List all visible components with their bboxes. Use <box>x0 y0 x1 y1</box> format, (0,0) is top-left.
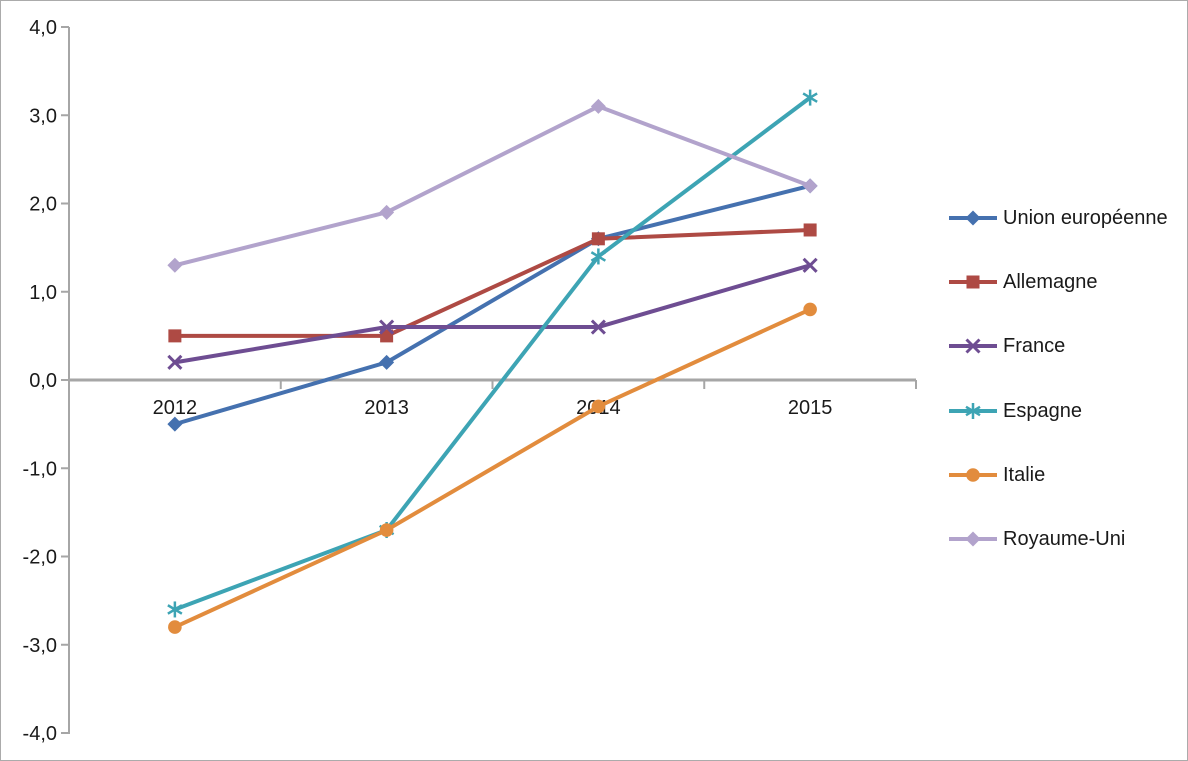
data-point <box>379 204 395 220</box>
data-point <box>379 354 395 370</box>
data-point <box>803 302 817 317</box>
series-5 <box>167 98 818 273</box>
data-point <box>167 257 183 273</box>
data-point <box>591 232 605 246</box>
data-point <box>590 248 607 265</box>
y-axis-label: 4,0 <box>29 17 57 39</box>
y-axis-label: -2,0 <box>23 547 57 569</box>
data-point <box>802 257 818 273</box>
x-axis-label: 2013 <box>364 397 409 419</box>
series-4 <box>168 302 817 634</box>
series-line <box>172 307 813 630</box>
data-point <box>168 329 182 343</box>
data-point <box>380 329 394 343</box>
y-axis-label: 1,0 <box>29 282 57 304</box>
data-point <box>167 601 183 618</box>
y-axis-label: -4,0 <box>23 723 57 745</box>
data-point <box>379 523 394 537</box>
series-line <box>172 95 813 612</box>
data-point <box>803 223 817 237</box>
data-point <box>591 399 606 414</box>
data-point <box>167 354 183 370</box>
x-axis-label: 2015 <box>788 397 833 419</box>
series-line <box>172 263 813 365</box>
y-axis-label: 2,0 <box>29 194 57 216</box>
data-point <box>802 178 818 194</box>
series-line <box>172 104 813 268</box>
y-axis-label: -3,0 <box>23 635 57 657</box>
data-point <box>590 319 606 335</box>
data-point <box>802 89 818 106</box>
data-point <box>168 620 182 634</box>
series-line <box>172 227 813 338</box>
series-2 <box>167 257 818 370</box>
series-line <box>172 183 813 427</box>
x-axis-label: 2012 <box>153 397 198 419</box>
y-axis-label: 3,0 <box>29 105 57 127</box>
y-axis-label: -1,0 <box>23 458 57 480</box>
series-3 <box>167 89 818 618</box>
data-point <box>167 416 183 432</box>
y-axis-label: 0,0 <box>29 370 57 392</box>
data-point <box>590 98 606 114</box>
data-point <box>379 319 395 335</box>
series-1 <box>168 223 817 343</box>
